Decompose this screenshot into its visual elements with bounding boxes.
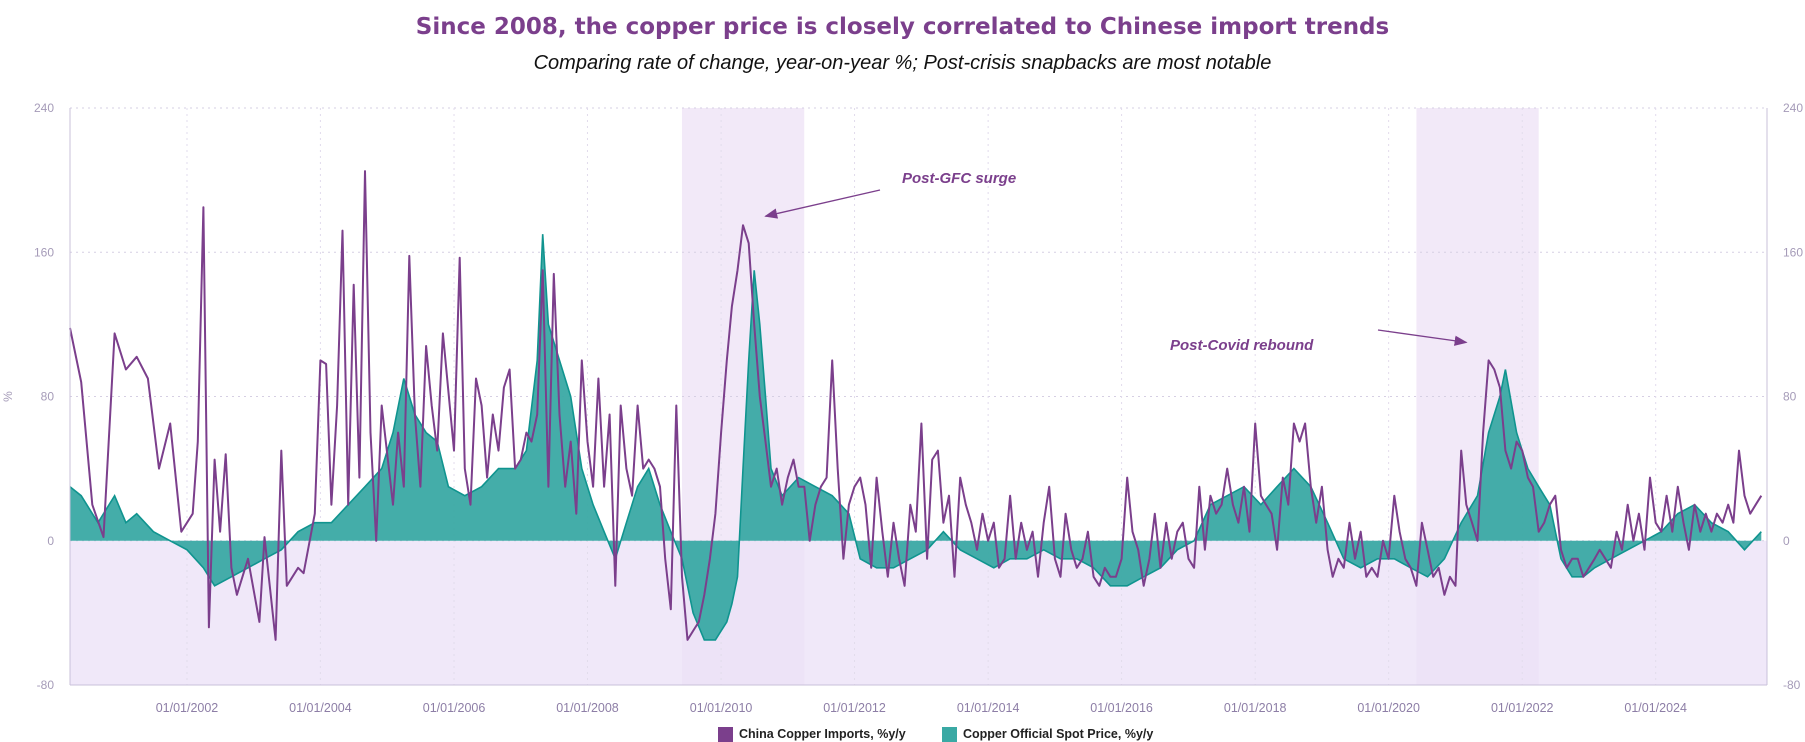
y-axis-label: % <box>1 391 15 402</box>
annotation-post-covid: Post-Covid rebound <box>1170 337 1314 354</box>
y-tick-right-4: 240 <box>1783 101 1803 115</box>
y-tick-left-2: 80 <box>41 390 55 404</box>
spot-price-area-fill <box>70 234 1762 640</box>
y-tick-left-1: 0 <box>47 534 54 548</box>
y-tick-left-3: 160 <box>34 245 54 259</box>
imports-line <box>69 170 1763 641</box>
x-tick-label-4: 01/01/2010 <box>690 701 753 715</box>
legend-item-imports[interactable]: China Copper Imports, %y/y <box>718 726 906 742</box>
y-tick-left-0: -80 <box>37 678 55 692</box>
annotation-post-gfc: Post-GFC surge <box>902 170 1016 187</box>
x-tick-label-1: 01/01/2004 <box>289 701 352 715</box>
annotation-arrow-post-gfc <box>764 189 881 219</box>
spot-price-area <box>69 234 1762 641</box>
negative-region-band <box>70 540 1767 685</box>
legend-swatch-imports <box>718 726 733 742</box>
legend-swatch-spot-price <box>942 726 957 742</box>
y-tick-right-2: 80 <box>1783 390 1797 404</box>
annotation-arrow-post-covid <box>1377 329 1468 346</box>
x-tick-label-6: 01/01/2014 <box>957 701 1020 715</box>
y-tick-right-1: 0 <box>1783 534 1790 548</box>
annotations: Post-GFC surge Post-Covid rebound <box>764 170 1468 354</box>
y-tick-right-3: 160 <box>1783 245 1803 259</box>
chart-svg: -80 -80 0 0 80 80 160 160 240 240 01/01/2002 01/01/… <box>1 101 1803 715</box>
x-tick-label-9: 01/01/2020 <box>1357 701 1420 715</box>
x-tick-label-11: 01/01/2024 <box>1624 701 1687 715</box>
y-tick-left-4: 240 <box>34 101 54 115</box>
y-tick-right-0: -80 <box>1783 678 1801 692</box>
x-tick-label-5: 01/01/2012 <box>823 701 886 715</box>
legend-item-spot-price[interactable]: Copper Official Spot Price, %y/y <box>942 726 1153 742</box>
x-tick-label-0: 01/01/2002 <box>156 701 219 715</box>
x-tick-label-3: 01/01/2008 <box>556 701 619 715</box>
legend-label-imports: China Copper Imports, %y/y <box>739 727 906 741</box>
chart-subtitle: Comparing rate of change, year-on-year %… <box>533 52 1272 74</box>
axes: -80 -80 0 0 80 80 160 160 240 240 01/01/2002 01/01/… <box>34 101 1803 715</box>
legend-label-spot-price: Copper Official Spot Price, %y/y <box>963 727 1154 741</box>
x-tick-label-8: 01/01/2018 <box>1224 701 1287 715</box>
legend: China Copper Imports, %y/y Copper Offici… <box>0 726 1805 742</box>
x-tick-label-10: 01/01/2022 <box>1491 701 1554 715</box>
chart-title: Since 2008, the copper price is closely … <box>415 14 1390 40</box>
x-tick-label-2: 01/01/2006 <box>423 701 486 715</box>
imports-line-path <box>69 170 1763 641</box>
spot-price-line <box>69 234 1762 641</box>
x-tick-label-7: 01/01/2016 <box>1090 701 1153 715</box>
